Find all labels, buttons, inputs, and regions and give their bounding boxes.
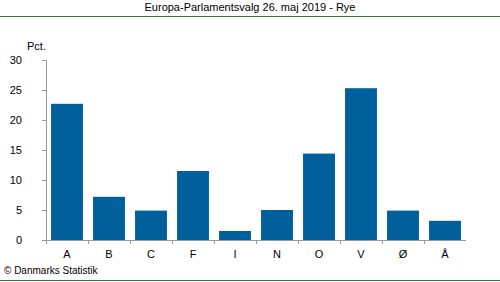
bar: [387, 211, 419, 240]
y-axis: [46, 60, 47, 240]
x-tick-label: Å: [441, 248, 449, 260]
y-tick: [42, 120, 46, 121]
x-tick-label: V: [357, 248, 365, 260]
x-tick: [214, 240, 215, 244]
y-tick: [42, 240, 46, 241]
bar: [51, 104, 83, 240]
bar: [177, 171, 209, 240]
y-axis-label: Pct.: [27, 40, 46, 52]
bar: [93, 197, 125, 240]
bar: [303, 154, 335, 240]
source: © Danmarks Statistik: [4, 265, 99, 276]
x-tick: [424, 240, 425, 244]
bar: [135, 211, 167, 240]
bar: [219, 231, 251, 240]
y-tick-label: 10: [10, 174, 22, 186]
x-tick-label: B: [105, 248, 112, 260]
bar: [429, 221, 461, 240]
title-rule: [0, 16, 500, 17]
x-tick: [298, 240, 299, 244]
y-tick: [42, 180, 46, 181]
x-tick: [130, 240, 131, 244]
x-tick-label: F: [190, 248, 197, 260]
y-tick-label: 20: [10, 114, 22, 126]
bar: [345, 88, 377, 240]
y-tick: [42, 60, 46, 61]
bottom-rule: [0, 280, 500, 281]
x-tick: [46, 240, 47, 244]
x-tick-label: N: [273, 248, 281, 260]
y-tick-label: 5: [16, 204, 22, 216]
y-tick-label: 30: [10, 54, 22, 66]
x-tick-label: O: [315, 248, 324, 260]
y-tick-label: 15: [10, 144, 22, 156]
x-tick-label: C: [147, 248, 155, 260]
x-tick: [340, 240, 341, 244]
bar: [261, 210, 293, 240]
x-tick-label: Ø: [399, 248, 408, 260]
x-tick: [172, 240, 173, 244]
x-tick-label: I: [233, 248, 236, 260]
bars: [51, 88, 461, 240]
title: Europa-Parlamentsvalg 26. maj 2019 - Rye: [145, 1, 356, 13]
y-tick-label: 25: [10, 84, 22, 96]
y-tick-label: 0: [16, 234, 22, 246]
x-tick: [88, 240, 89, 244]
y-tick: [42, 210, 46, 211]
chart: Europa-Parlamentsvalg 26. maj 2019 - Rye…: [0, 0, 500, 282]
x-tick: [256, 240, 257, 244]
x-tick-label: A: [63, 248, 71, 260]
y-tick: [42, 90, 46, 91]
x-tick: [382, 240, 383, 244]
y-tick: [42, 150, 46, 151]
